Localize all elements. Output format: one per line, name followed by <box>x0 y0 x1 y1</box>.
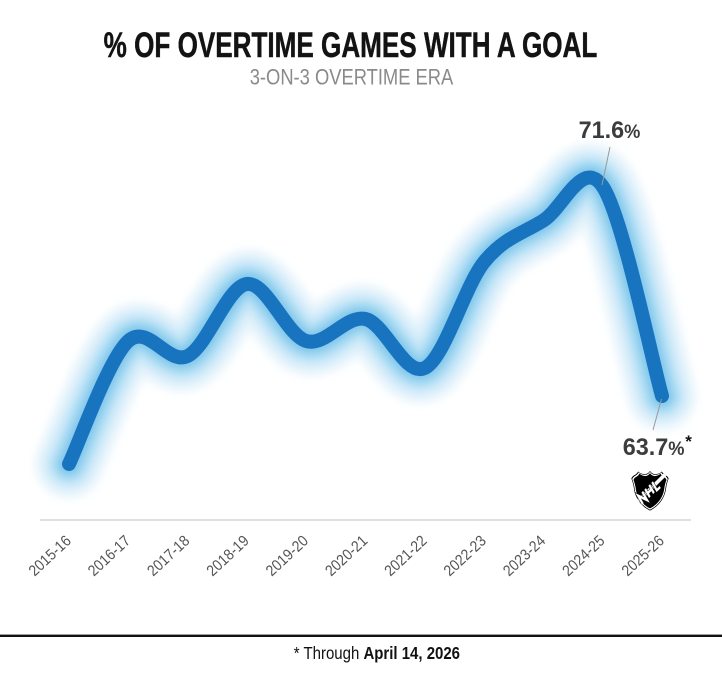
svg-text:63.7%: 63.7% <box>623 434 685 462</box>
svg-text:*: * <box>685 432 692 451</box>
svg-text:2025-26: 2025-26 <box>619 533 668 580</box>
svg-text:2023-24: 2023-24 <box>500 533 549 580</box>
svg-text:2022-23: 2022-23 <box>441 533 490 580</box>
svg-text:2024-25: 2024-25 <box>560 533 609 580</box>
svg-text:% OF OVERTIME GAMES WITH A GOA: % OF OVERTIME GAMES WITH A GOAL <box>104 25 598 65</box>
svg-text:71.6%: 71.6% <box>579 116 641 144</box>
svg-text:2020-21: 2020-21 <box>322 533 371 580</box>
svg-text:2018-19: 2018-19 <box>204 533 253 580</box>
svg-text:2016-17: 2016-17 <box>85 533 134 580</box>
svg-text:3-ON-3 OVERTIME ERA: 3-ON-3 OVERTIME ERA <box>250 66 454 90</box>
svg-text:2015-16: 2015-16 <box>26 533 75 580</box>
svg-text:2017-18: 2017-18 <box>145 533 194 580</box>
svg-text:2019-20: 2019-20 <box>263 533 312 580</box>
svg-text:2021-22: 2021-22 <box>382 533 431 580</box>
svg-text:* Through April 14, 2026: * Through April 14, 2026 <box>294 644 460 663</box>
